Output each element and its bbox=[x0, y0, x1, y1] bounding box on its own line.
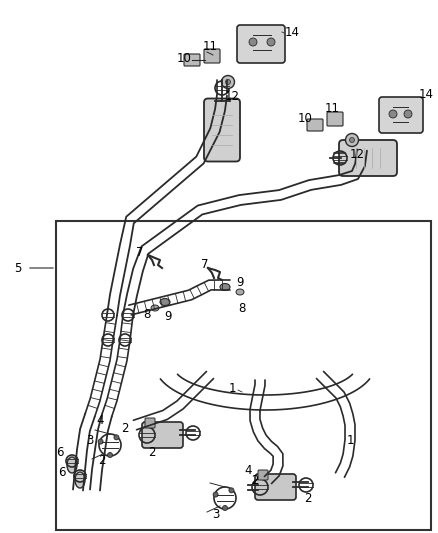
Circle shape bbox=[229, 488, 234, 493]
Ellipse shape bbox=[222, 76, 234, 88]
Ellipse shape bbox=[67, 457, 77, 473]
Circle shape bbox=[114, 435, 119, 440]
Text: 12: 12 bbox=[225, 91, 240, 103]
Text: 9: 9 bbox=[164, 310, 172, 322]
Text: 12: 12 bbox=[350, 149, 364, 161]
Text: 11: 11 bbox=[202, 39, 218, 52]
Text: 10: 10 bbox=[177, 52, 191, 64]
Ellipse shape bbox=[226, 79, 230, 85]
FancyBboxPatch shape bbox=[237, 25, 285, 63]
Circle shape bbox=[249, 38, 257, 46]
Circle shape bbox=[213, 492, 218, 497]
Text: 2: 2 bbox=[148, 446, 156, 458]
Text: 7: 7 bbox=[136, 246, 144, 259]
Circle shape bbox=[267, 38, 275, 46]
Circle shape bbox=[98, 439, 103, 444]
Circle shape bbox=[223, 505, 227, 511]
FancyBboxPatch shape bbox=[255, 474, 296, 500]
FancyBboxPatch shape bbox=[379, 97, 423, 133]
Text: 2: 2 bbox=[251, 473, 259, 487]
FancyBboxPatch shape bbox=[204, 99, 240, 161]
Text: 5: 5 bbox=[14, 262, 22, 274]
Text: 2: 2 bbox=[121, 422, 129, 434]
Text: 1: 1 bbox=[346, 433, 354, 447]
FancyBboxPatch shape bbox=[184, 54, 200, 66]
Text: 3: 3 bbox=[86, 433, 94, 447]
Bar bbox=[56, 221, 431, 530]
Text: 4: 4 bbox=[244, 464, 252, 477]
FancyBboxPatch shape bbox=[142, 422, 183, 448]
Ellipse shape bbox=[346, 133, 358, 147]
Ellipse shape bbox=[151, 305, 159, 311]
Ellipse shape bbox=[236, 289, 244, 295]
Ellipse shape bbox=[220, 284, 230, 290]
FancyBboxPatch shape bbox=[145, 418, 155, 428]
Ellipse shape bbox=[350, 138, 354, 142]
Text: 14: 14 bbox=[285, 26, 300, 38]
Ellipse shape bbox=[75, 472, 85, 488]
Text: 7: 7 bbox=[201, 257, 209, 271]
Text: 10: 10 bbox=[297, 111, 312, 125]
Text: 2: 2 bbox=[304, 491, 312, 505]
FancyBboxPatch shape bbox=[204, 49, 220, 63]
Text: 4: 4 bbox=[96, 414, 104, 426]
Circle shape bbox=[404, 110, 412, 118]
FancyBboxPatch shape bbox=[339, 140, 397, 176]
Circle shape bbox=[389, 110, 397, 118]
Text: 1: 1 bbox=[228, 382, 236, 394]
Text: 6: 6 bbox=[56, 446, 64, 458]
FancyBboxPatch shape bbox=[258, 470, 268, 480]
Circle shape bbox=[107, 453, 113, 457]
FancyBboxPatch shape bbox=[327, 112, 343, 126]
Text: 2: 2 bbox=[98, 454, 106, 466]
Ellipse shape bbox=[160, 298, 170, 305]
Text: 6: 6 bbox=[58, 465, 66, 479]
Text: 9: 9 bbox=[236, 276, 244, 288]
Text: 8: 8 bbox=[143, 309, 151, 321]
Text: 3: 3 bbox=[212, 507, 220, 521]
Text: 14: 14 bbox=[418, 88, 434, 101]
Text: 11: 11 bbox=[325, 101, 339, 115]
Text: 8: 8 bbox=[238, 302, 246, 314]
FancyBboxPatch shape bbox=[307, 119, 323, 131]
